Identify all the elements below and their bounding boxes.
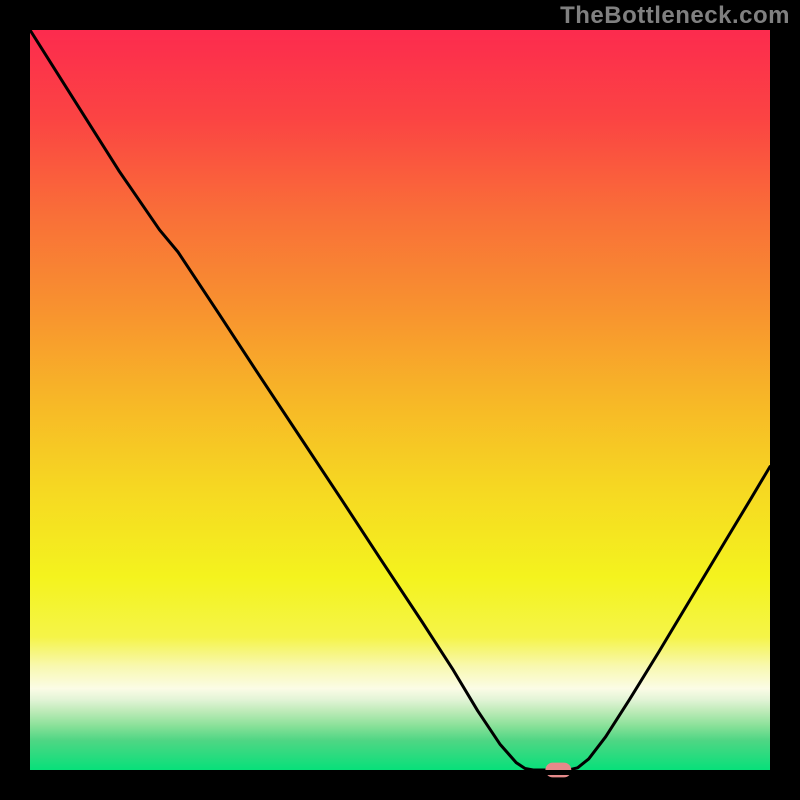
watermark-text: TheBottleneck.com [560,2,790,30]
chart-stage: TheBottleneck.com [0,0,800,800]
gradient-background [30,30,770,770]
bottleneck-plot [0,0,800,800]
